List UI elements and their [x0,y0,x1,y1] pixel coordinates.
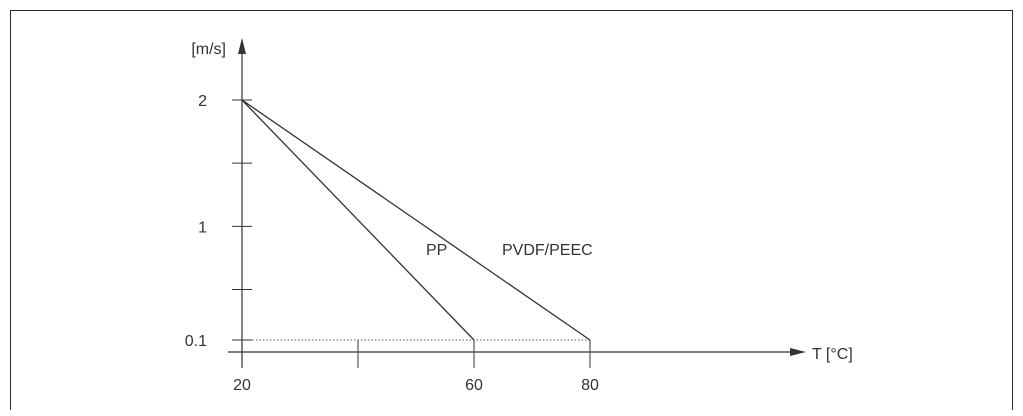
series-line-pp [241,99,475,341]
x-tick-label: 60 [465,377,483,394]
series-label-pp: PP [426,242,447,259]
x-axis-label: T [°C] [812,346,853,363]
y-tick-label: 2 [198,93,207,110]
x-tick-label: 80 [581,377,599,394]
series-group [241,99,591,368]
series-label-pvdf-peec: PVDF/PEEC [502,242,593,259]
y-axis-arrow [238,38,246,54]
x-axis-arrow [790,348,806,356]
x-tick-label: 20 [233,377,251,394]
y-tick-label: 0.1 [185,333,207,350]
figure-frame [10,10,1013,410]
series-label-group: PP PVDF/PEEC [426,242,593,259]
y-tick-label: 1 [198,219,207,236]
x-tick-group: 20 60 80 [233,340,599,394]
y-axis-label: [m/s] [191,41,226,58]
series-line-pvdf-peec [241,99,591,341]
